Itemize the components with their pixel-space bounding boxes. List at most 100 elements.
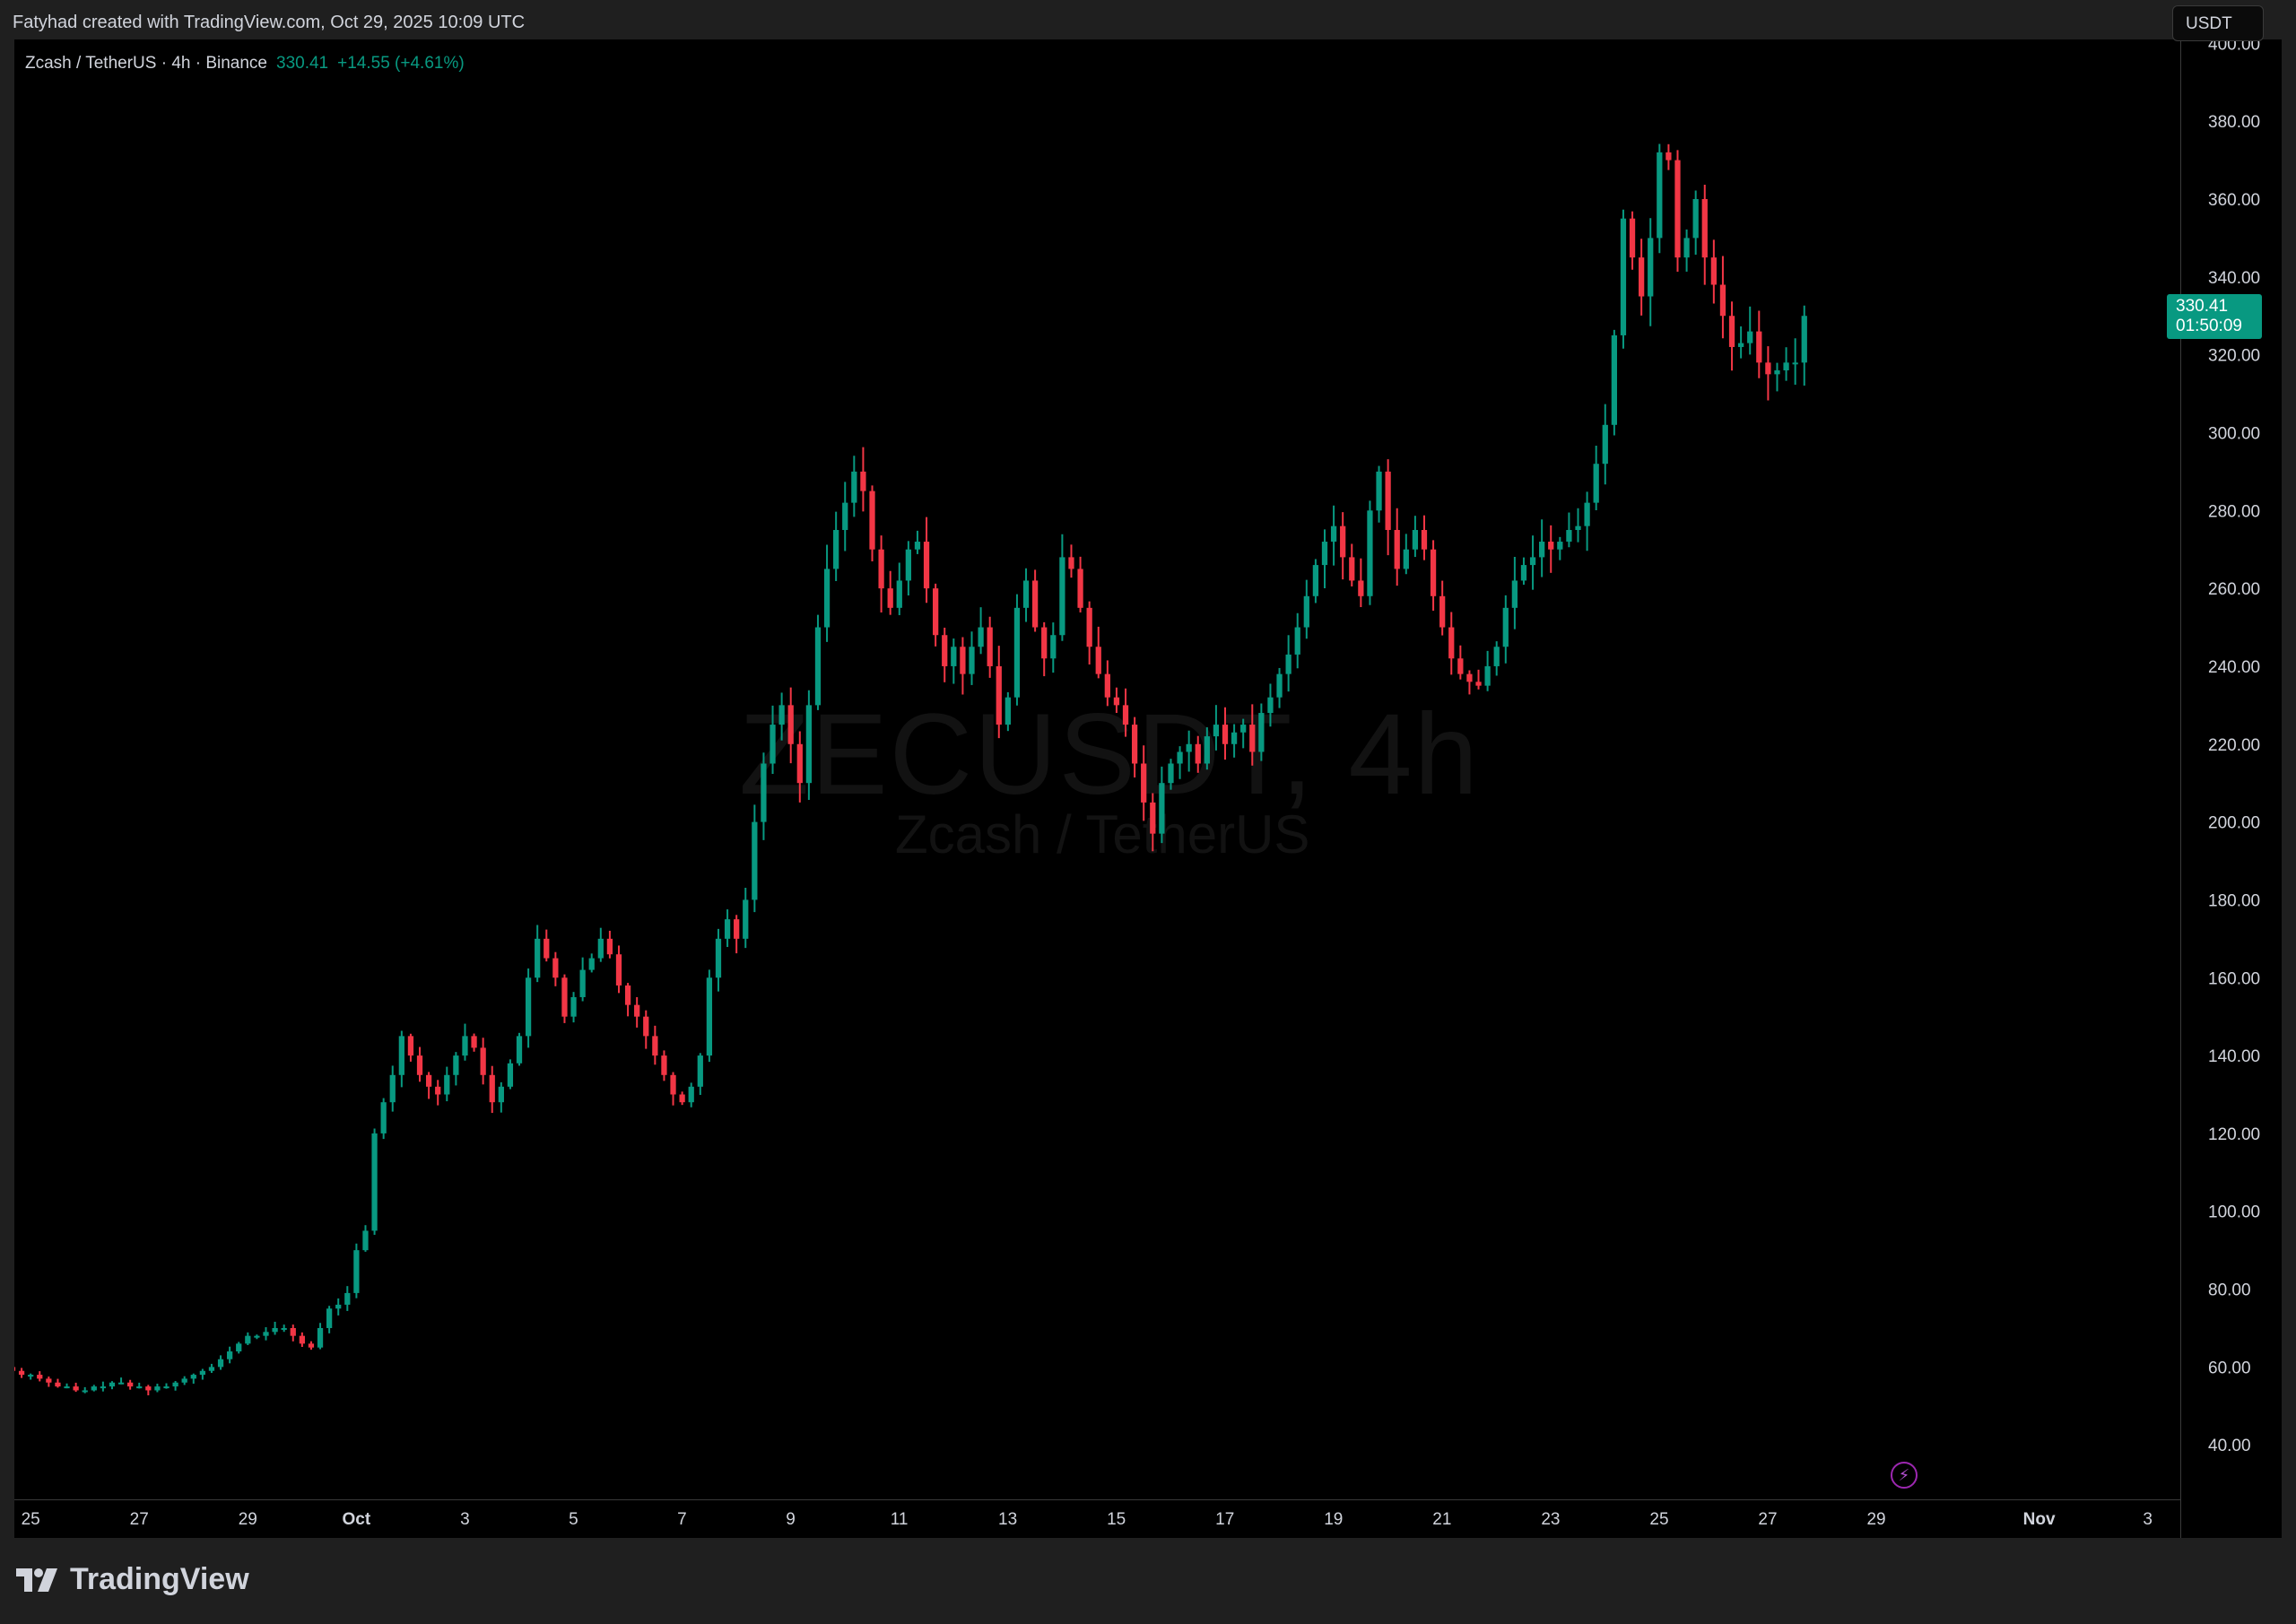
time-tick-label: 5 xyxy=(569,1510,578,1529)
candle-up xyxy=(1022,568,1030,622)
candle-up xyxy=(724,909,731,948)
price-tick-label: 60.00 xyxy=(2208,1359,2251,1377)
candle-up xyxy=(64,1383,70,1389)
candle-down xyxy=(1068,544,1074,578)
candle-up xyxy=(516,1032,523,1066)
time-tick-label: 29 xyxy=(239,1510,257,1529)
description-watermark: Zcash / TetherUS xyxy=(895,804,1310,864)
candle-down xyxy=(878,535,884,613)
candle-down xyxy=(887,570,893,615)
candle-up xyxy=(1692,190,1699,256)
time-axis[interactable]: 25 27 29 Oct 3 5 7 9 11 13 15 17 19 21 23 25 27 29 Nov 3 xyxy=(14,1500,2181,1538)
candle-up xyxy=(1321,529,1328,589)
price-tick-label: 140.00 xyxy=(2208,1047,2260,1066)
candle-down xyxy=(987,616,993,678)
candle-down xyxy=(670,1072,676,1106)
candle-up xyxy=(1539,519,1545,578)
brand-name: TradingView xyxy=(70,1562,249,1596)
candle-down xyxy=(796,731,803,803)
candle-up xyxy=(1648,218,1654,326)
candle-up xyxy=(1620,209,1627,349)
candle-up xyxy=(1204,727,1210,770)
candle-up xyxy=(371,1128,378,1236)
candle-down xyxy=(1122,688,1129,737)
candle-down xyxy=(679,1091,685,1106)
candle-up xyxy=(1602,404,1608,485)
chart-frame[interactable]: ZECUSDT, 4h Zcash / TetherUS Zcash / Tet… xyxy=(14,39,2282,1538)
time-tick-label: 23 xyxy=(1541,1510,1560,1529)
lightning-icon[interactable]: ⚡ xyxy=(1891,1462,1918,1489)
candle-up xyxy=(833,511,839,582)
time-tick-label: 3 xyxy=(460,1510,470,1529)
candle-down xyxy=(661,1050,667,1081)
candle-up xyxy=(1013,594,1021,706)
candle-down xyxy=(1349,543,1355,586)
candle-up xyxy=(227,1346,233,1364)
price-axis-labels: 40.00 60.00 80.00 100.00 120.00 140.00 160.00 1… xyxy=(2208,39,2260,1455)
price-tick-label: 120.00 xyxy=(2208,1125,2260,1144)
candle-up xyxy=(969,631,975,685)
candle-up xyxy=(1213,705,1220,751)
price-tick-label: 220.00 xyxy=(2208,736,2260,755)
last-price-tag: 330.41 01:50:09 xyxy=(2167,294,2262,339)
candle-up xyxy=(1502,595,1509,664)
candle-up xyxy=(208,1363,215,1373)
time-tick-label: 9 xyxy=(786,1510,796,1529)
currency-button[interactable]: USDT xyxy=(2172,5,2264,41)
legend-last-price: 330.41 xyxy=(276,54,329,73)
candle-down xyxy=(1141,745,1147,821)
candle-up xyxy=(462,1023,468,1061)
time-tick-label: 27 xyxy=(1758,1510,1777,1529)
candle-up xyxy=(570,992,577,1023)
candle-up xyxy=(842,482,848,551)
candle-up xyxy=(1511,557,1518,630)
candle-up xyxy=(752,804,758,913)
time-tick-label: 17 xyxy=(1215,1510,1234,1529)
tradingview-brand[interactable]: TradingView xyxy=(16,1562,249,1597)
candle-up xyxy=(498,1081,504,1113)
candle-down xyxy=(561,974,568,1023)
candle-up xyxy=(1783,347,1789,381)
candle-up xyxy=(1683,229,1690,272)
candle-up xyxy=(706,969,713,1063)
candle-up xyxy=(163,1383,170,1389)
candle-down xyxy=(145,1385,152,1396)
candle-down xyxy=(127,1379,134,1390)
candle-up xyxy=(597,927,604,962)
time-tick-label: 21 xyxy=(1432,1510,1451,1529)
candle-down xyxy=(996,646,1002,739)
candle-up xyxy=(181,1376,187,1385)
candle-up xyxy=(245,1332,251,1346)
legend-change: +14.55 (+4.61%) xyxy=(337,54,465,73)
symbol-legend[interactable]: Zcash / TetherUS · 4h · Binance 330.41 +14… xyxy=(25,54,465,74)
plot-area[interactable]: ZECUSDT, 4h Zcash / TetherUS Zcash / Tet… xyxy=(14,39,2181,1500)
candle-up xyxy=(389,1065,396,1112)
price-tick-label: 260.00 xyxy=(2208,580,2260,599)
candle-down xyxy=(55,1378,61,1388)
price-tick-label: 360.00 xyxy=(2208,191,2260,210)
candle-down xyxy=(552,951,559,986)
candle-down xyxy=(933,583,939,647)
candle-down xyxy=(18,1368,25,1378)
candle-up xyxy=(535,925,541,983)
candle-up xyxy=(109,1381,116,1390)
candle-up xyxy=(1303,579,1309,639)
price-tick-label: 200.00 xyxy=(2208,814,2260,833)
candle-up xyxy=(82,1386,88,1394)
candle-down xyxy=(734,915,740,954)
candle-up xyxy=(1657,143,1663,254)
time-tick-label: 25 xyxy=(1649,1510,1668,1529)
time-tick-label: 19 xyxy=(1324,1510,1343,1529)
chart-caption: Fatyhad created with TradingView.com, Oc… xyxy=(13,13,526,32)
candle-up xyxy=(1529,535,1536,590)
candle-up xyxy=(588,953,595,973)
candle-up xyxy=(896,562,902,615)
candle-up xyxy=(272,1321,278,1335)
candle-up xyxy=(1312,559,1319,604)
candle-down xyxy=(1629,211,1636,270)
candle-down xyxy=(46,1376,52,1387)
price-axis[interactable]: 40.00 60.00 80.00 100.00 120.00 140.00 160.00 1… xyxy=(2181,39,2282,1538)
candle-up xyxy=(1520,557,1527,586)
candle-down xyxy=(73,1382,79,1393)
candle-down xyxy=(471,1033,477,1052)
